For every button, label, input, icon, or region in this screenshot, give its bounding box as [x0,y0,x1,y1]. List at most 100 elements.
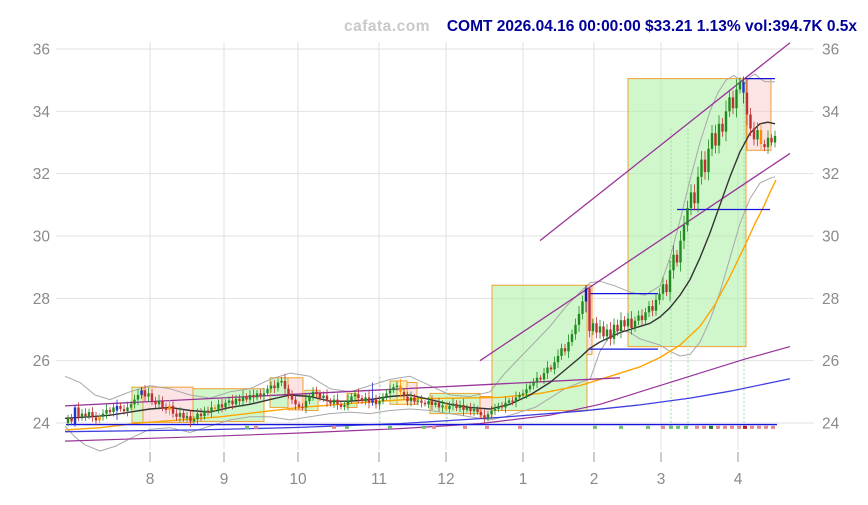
candle-body [119,405,122,409]
x-tick: 2 [590,471,599,488]
candle-body [770,137,773,143]
candle-body [605,329,609,337]
x-tick: 3 [657,471,666,488]
candle-body [609,329,612,339]
candle-body [70,418,73,422]
candle-body [168,405,171,410]
candle-body [182,413,185,419]
candle-body [455,403,458,409]
candle-body [143,390,147,397]
candle-body [584,288,588,302]
candle-body [518,394,521,398]
candle-body [759,130,763,145]
candle-body [581,301,584,314]
candle-body [434,402,437,405]
candle-body [304,401,308,408]
y-tick-left: 36 [33,42,50,59]
candle-body [133,399,136,405]
candle-body [381,396,385,402]
candle-body [462,404,465,410]
candle-body [392,387,395,391]
candle-body [633,320,637,328]
candle-body [73,407,77,425]
candle-body [486,414,490,419]
volume-marker [702,425,706,429]
volume-marker [432,425,436,429]
volume-marker [646,425,650,429]
candle-body [353,394,357,397]
volume-marker [669,425,673,429]
candle-body [696,176,700,204]
candle-body [266,388,269,394]
candle-body [199,413,203,417]
candle-body [423,402,427,405]
x-tick: 11 [371,471,387,488]
candle-body [721,123,724,132]
volume-marker [254,425,258,429]
candle-body [745,92,749,115]
candle-body [220,404,224,408]
candle-body [598,326,602,333]
y-tick-left: 32 [33,166,50,183]
candle-body [448,405,451,409]
candle-body [224,402,227,408]
candle-body [77,407,80,417]
ma-fast-dark [64,121,776,419]
candle-body [269,385,273,389]
candle-body [553,362,556,370]
candle-body [311,391,315,397]
candle-body [413,397,416,402]
candle-body [682,225,686,241]
candle-body [668,270,672,293]
candle-body [742,81,745,93]
candle-body [479,412,483,416]
candle-body [483,415,486,419]
candle-body [157,400,161,405]
candle-body [343,404,346,407]
volume-marker [245,425,249,429]
volume-marker [750,425,754,429]
candle-body [150,393,154,402]
volume-marker [771,425,775,429]
candle-body [350,396,353,401]
candle-body [115,405,119,411]
candle-body [332,399,336,404]
candle-body [444,405,448,409]
y-tick-right: 34 [822,104,840,121]
candle-body [430,401,434,405]
candle-body [175,413,178,417]
volume-marker [422,425,426,429]
candle-body [406,396,409,402]
candle-body [728,97,731,112]
quote-title: COMT 2026.04.16 00:00:00 $33.21 1.13% vo… [447,18,858,35]
x-tick: 12 [437,471,454,488]
candle-body [672,254,675,271]
candle-body [206,410,210,413]
candle-body [259,393,262,396]
volume-marker [463,425,467,429]
candle-body [290,394,294,400]
volume-marker [619,425,623,429]
candle-body [280,380,283,383]
watermark-text: cafata.com [344,18,430,35]
candle-body [490,410,493,415]
candle-body [493,408,497,411]
candle-body [679,240,682,263]
candle-body [511,400,514,402]
zigzag-box-pink [406,381,418,405]
grid-layer [56,42,814,462]
candle-body [273,385,276,389]
volume-marker [757,425,761,429]
candle-body [528,385,532,390]
candle-body [437,402,441,408]
candle-body [245,396,248,400]
candle-body [458,404,462,409]
candle-body [101,413,105,417]
candle-body [504,402,507,408]
candle-body [686,207,689,226]
candle-body [364,397,367,402]
candle-body [276,382,280,389]
candle-body [626,318,630,327]
candle-body [234,398,238,405]
bollinger-lower [64,176,776,452]
